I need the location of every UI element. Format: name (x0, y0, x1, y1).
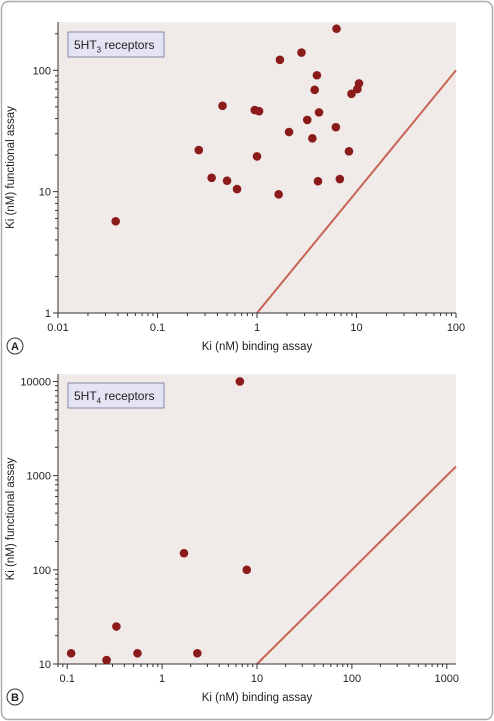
data-point (194, 145, 204, 155)
data-point (308, 134, 317, 143)
data-point (331, 122, 341, 132)
legend-base: 5HT (74, 389, 97, 403)
y-axis-title: Ki (nM) functional assay (5, 457, 17, 580)
data-point (193, 648, 202, 658)
y-tick-label: 10000 (20, 376, 51, 388)
panel-letter-circle (6, 688, 24, 706)
x-tick-label: 1 (159, 673, 165, 685)
data-point (335, 174, 345, 184)
panel-letter-circle (6, 337, 24, 355)
x-tick-label: 10 (251, 673, 263, 685)
x-tick-label: 100 (447, 322, 465, 334)
x-tick-label: 0.1 (150, 322, 165, 334)
x-tick-label: 1 (254, 322, 260, 334)
y-axis-title: Ki (nM) functional assay (5, 106, 17, 229)
identity-line (256, 465, 457, 665)
identity-line (256, 69, 457, 314)
data-point (274, 190, 283, 199)
legend-box (67, 382, 165, 409)
panel-a: 0.01 0.1 1 10 100 1 10 100 Ki (nM) binding assay… (5, 22, 465, 355)
x-tick-label: 10 (350, 322, 362, 334)
plot-area (58, 374, 456, 664)
data-point (347, 89, 356, 99)
legend-label: 5HT4 receptors (74, 389, 154, 406)
legend-label: 5HT3 receptors (74, 38, 154, 55)
data-point (254, 106, 264, 116)
data-point (179, 548, 189, 558)
x-tick-label: 0.1 (60, 673, 75, 685)
data-point (302, 115, 312, 125)
data-point (275, 55, 285, 65)
data-point (102, 655, 111, 665)
data-point (354, 79, 364, 88)
legend-base: 5HT (74, 38, 97, 52)
panel-letter: B (11, 692, 19, 704)
y-tick-label: 10 (39, 187, 51, 199)
legend-subscript: 3 (97, 46, 102, 55)
data-point (66, 648, 76, 658)
data-point (235, 377, 245, 386)
y-tick-label: 100 (33, 565, 51, 577)
data-point (218, 101, 227, 111)
legend-suffix: receptors (101, 389, 154, 403)
panel-b: 0.1 1 10 100 1000 10 100 1000 10000 Ki (nM) bindi… (5, 374, 459, 706)
data-point (133, 648, 142, 658)
y-tick-label: 1000 (27, 471, 51, 483)
data-point (332, 24, 341, 34)
data-point (314, 108, 324, 117)
legend-subscript: 4 (97, 397, 102, 406)
y-tick-label: 1 (45, 308, 51, 320)
x-tick-label: 1000 (435, 673, 459, 685)
data-point (222, 176, 232, 186)
data-point (232, 184, 242, 194)
data-point (312, 70, 322, 80)
data-point (242, 565, 252, 575)
data-point (297, 48, 306, 57)
data-point (112, 622, 121, 631)
data-point (344, 147, 354, 156)
data-point (207, 173, 216, 183)
data-point (111, 216, 120, 226)
data-point (310, 85, 319, 95)
x-axis-title: Ki (nM) binding assay (202, 692, 313, 704)
y-tick-label: 100 (33, 65, 51, 77)
data-point (252, 152, 262, 161)
data-point (284, 127, 294, 137)
legend-suffix: receptors (101, 38, 154, 52)
plot-area (58, 22, 456, 313)
y-tick-label: 10 (39, 659, 51, 671)
panel-letter: A (11, 341, 19, 353)
x-tick-label: 100 (343, 673, 361, 685)
data-point (313, 176, 323, 186)
x-tick-label: 0.01 (47, 322, 68, 334)
x-axis-title: Ki (nM) binding assay (202, 341, 313, 353)
legend-box (67, 31, 165, 58)
